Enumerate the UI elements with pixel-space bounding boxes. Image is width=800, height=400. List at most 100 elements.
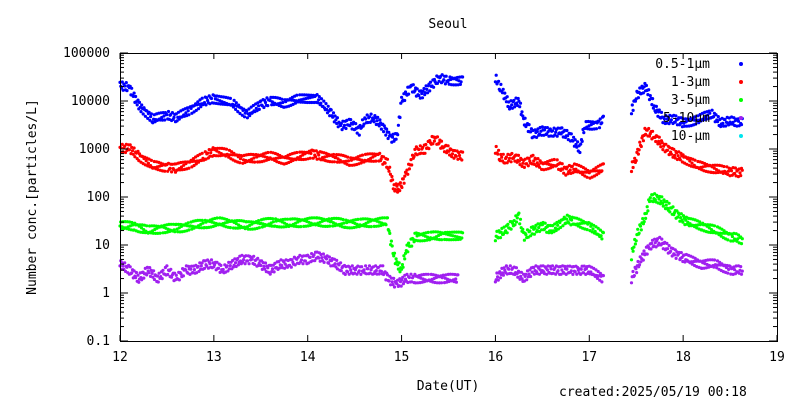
data-point <box>194 162 198 166</box>
data-point <box>318 259 322 263</box>
data-point <box>400 95 404 99</box>
series-3 <box>118 235 744 289</box>
data-point <box>712 265 716 269</box>
data-point <box>725 165 729 169</box>
data-point <box>327 217 331 221</box>
data-point <box>461 231 465 235</box>
data-point <box>209 258 214 262</box>
data-point <box>242 258 246 262</box>
data-point <box>642 249 646 253</box>
data-point <box>332 216 336 220</box>
data-point <box>200 96 204 100</box>
data-point <box>379 157 383 161</box>
data-point <box>724 124 728 128</box>
data-point <box>346 155 350 159</box>
data-point <box>269 95 273 99</box>
data-point <box>639 144 643 149</box>
data-point <box>461 75 465 79</box>
data-point <box>651 97 655 101</box>
data-point <box>556 223 560 227</box>
data-point <box>729 239 733 243</box>
data-point <box>308 156 312 160</box>
data-point <box>710 108 714 112</box>
data-point <box>454 277 458 281</box>
data-point <box>128 265 132 269</box>
data-point <box>630 103 634 107</box>
data-point <box>331 111 336 115</box>
data-point <box>179 272 183 276</box>
legend-label: 5-10μm <box>663 111 710 126</box>
data-point <box>510 103 514 107</box>
data-point <box>562 171 566 175</box>
data-point <box>554 264 559 268</box>
data-point <box>301 100 305 104</box>
data-point <box>594 225 598 229</box>
data-point <box>532 162 537 166</box>
data-point <box>417 147 421 152</box>
data-point <box>182 163 186 167</box>
data-point <box>245 220 249 224</box>
data-point <box>359 272 363 276</box>
data-point <box>739 174 743 178</box>
data-point <box>263 100 268 105</box>
data-point <box>142 228 146 232</box>
data-point <box>375 119 379 123</box>
data-point <box>348 124 352 128</box>
data-point <box>316 101 320 105</box>
data-point <box>401 265 405 269</box>
data-point <box>527 272 531 276</box>
data-point <box>669 118 674 122</box>
data-point <box>595 276 600 280</box>
data-point <box>665 241 669 245</box>
data-point <box>305 100 309 105</box>
data-point <box>403 251 408 255</box>
data-point <box>516 96 520 101</box>
data-point <box>387 169 391 173</box>
data-point <box>716 120 720 124</box>
data-point <box>378 118 382 122</box>
x-tick-label: 16 <box>488 350 504 365</box>
data-point <box>592 223 596 227</box>
data-point <box>546 223 550 228</box>
data-point <box>234 107 238 111</box>
data-point <box>452 238 456 242</box>
data-point <box>155 274 160 278</box>
data-point <box>293 263 297 267</box>
data-point <box>310 259 314 263</box>
data-point <box>251 227 255 231</box>
data-point <box>134 276 138 280</box>
data-point <box>388 165 392 169</box>
data-point <box>266 266 270 270</box>
data-point <box>148 274 153 278</box>
data-point <box>191 157 195 161</box>
data-point <box>366 267 370 271</box>
data-point <box>637 148 641 152</box>
data-point <box>150 271 154 275</box>
data-point <box>320 256 324 260</box>
chart-title: Seoul <box>428 17 467 32</box>
data-point <box>740 269 744 273</box>
data-point <box>714 113 718 117</box>
data-point <box>450 152 455 156</box>
data-point <box>570 164 574 168</box>
data-point <box>582 170 586 174</box>
data-point <box>633 242 638 246</box>
data-point <box>147 271 151 275</box>
data-point <box>385 127 389 131</box>
data-point <box>600 237 604 241</box>
data-point <box>567 214 572 218</box>
data-point <box>497 79 501 83</box>
data-layer <box>118 73 744 289</box>
data-point <box>132 146 136 150</box>
data-point <box>499 230 503 234</box>
legend-marker <box>739 116 743 120</box>
data-point <box>707 226 711 230</box>
data-point <box>578 150 582 155</box>
data-point <box>396 123 400 127</box>
data-point <box>498 236 503 240</box>
data-point <box>132 91 136 95</box>
data-point <box>424 272 428 276</box>
data-point <box>187 228 191 232</box>
data-point <box>551 271 555 275</box>
data-point <box>573 138 577 142</box>
